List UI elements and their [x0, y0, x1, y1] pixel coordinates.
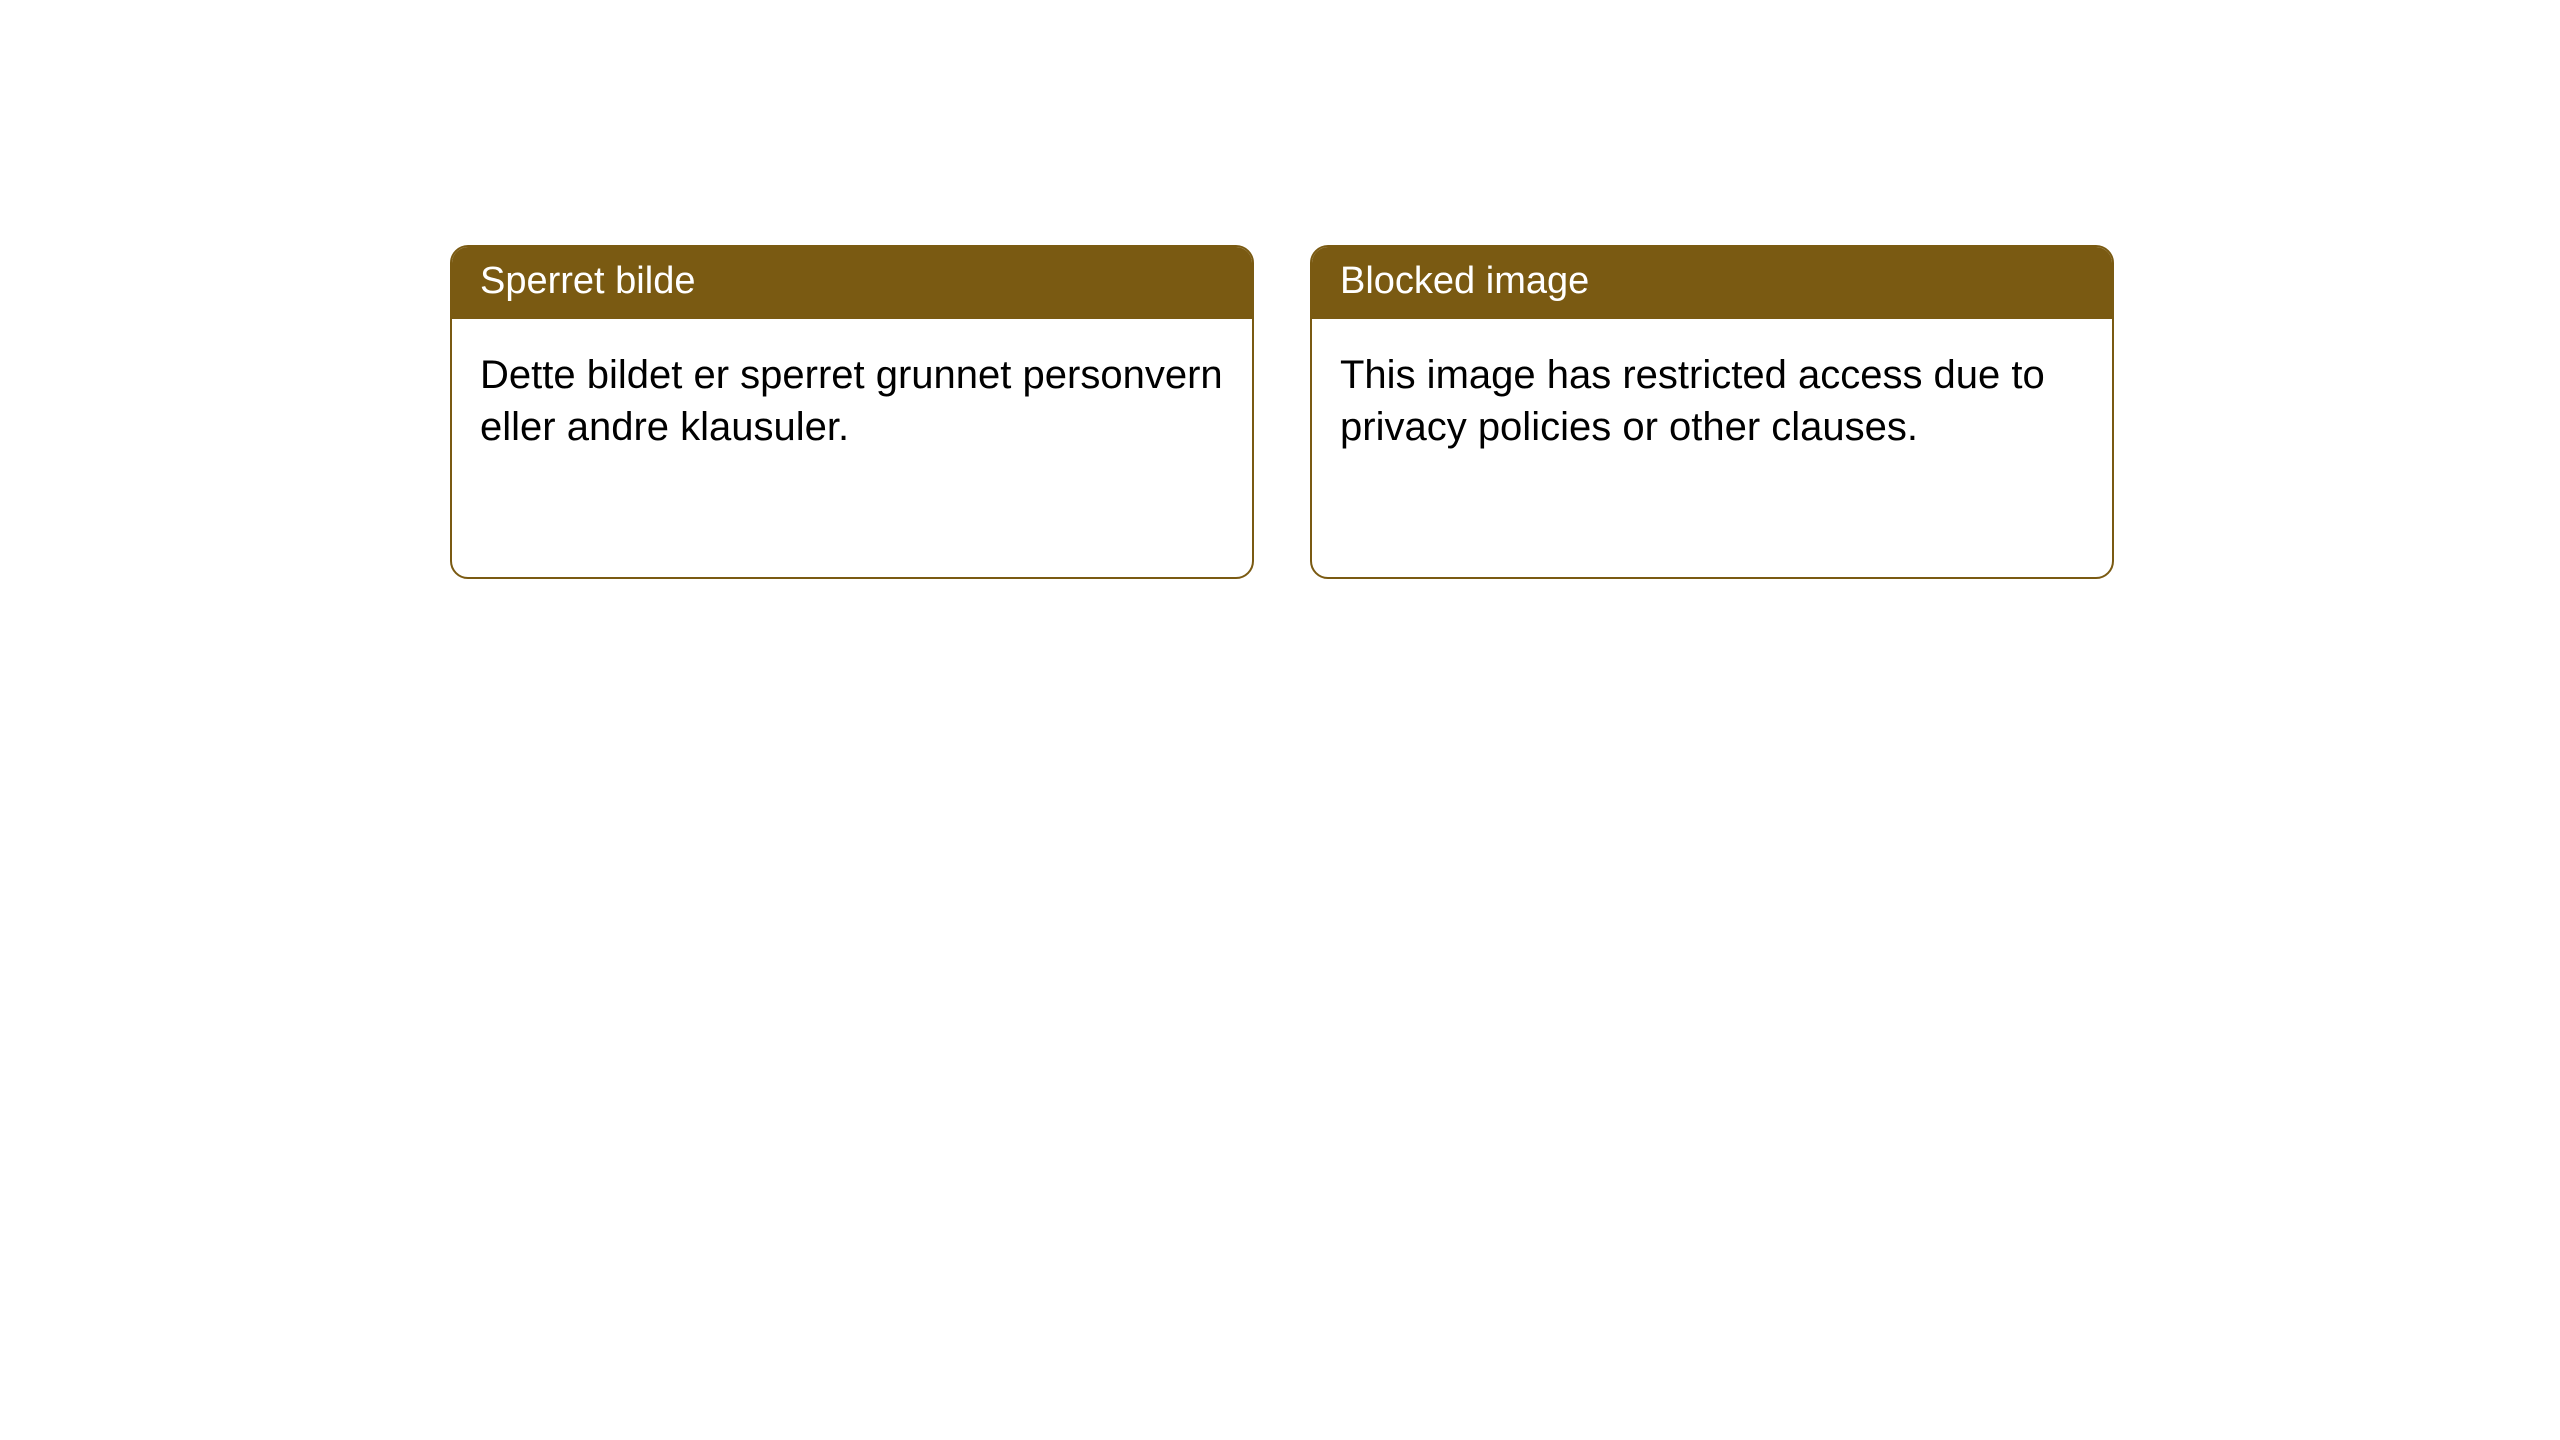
notice-card-norwegian: Sperret bilde Dette bildet er sperret gr… — [450, 245, 1254, 579]
card-header-norwegian: Sperret bilde — [452, 247, 1252, 319]
blocked-image-notices: Sperret bilde Dette bildet er sperret gr… — [0, 0, 2560, 579]
notice-card-english: Blocked image This image has restricted … — [1310, 245, 2114, 579]
card-body-english: This image has restricted access due to … — [1312, 319, 2112, 483]
card-header-english: Blocked image — [1312, 247, 2112, 319]
card-body-norwegian: Dette bildet er sperret grunnet personve… — [452, 319, 1252, 483]
